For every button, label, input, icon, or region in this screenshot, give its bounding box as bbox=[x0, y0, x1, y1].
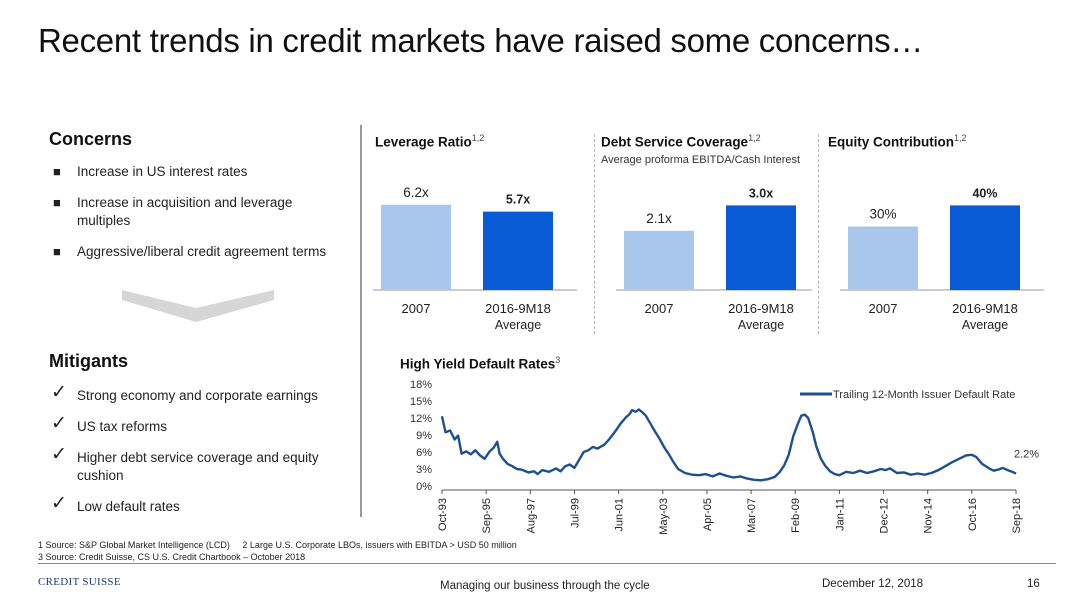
chart-divider bbox=[594, 134, 595, 334]
concerns-heading: Concerns bbox=[49, 129, 133, 149]
list-item: ✓ US tax reforms bbox=[49, 413, 339, 436]
bar bbox=[726, 205, 796, 290]
leverage-chart-title: Leverage Ratio1,2 bbox=[375, 133, 485, 150]
category-label: 2007 bbox=[645, 301, 674, 316]
series-end-label: 2.2% bbox=[1014, 449, 1039, 461]
y-tick-label: 18% bbox=[410, 379, 432, 391]
x-tick-label: Nov-14 bbox=[923, 498, 935, 533]
x-tick-label: Aug-97 bbox=[525, 498, 537, 533]
bar bbox=[381, 204, 451, 290]
bar-value-label: 6.2x bbox=[403, 185, 429, 200]
bar bbox=[624, 230, 694, 290]
category-label: 2007 bbox=[402, 301, 431, 316]
chart-divider bbox=[818, 134, 819, 334]
list-item-text: Aggressive/liberal credit agreement term… bbox=[77, 244, 327, 259]
category-label: 2007 bbox=[869, 301, 898, 316]
check-icon: ✓ bbox=[51, 413, 67, 434]
square-bullet-icon: ■ bbox=[53, 164, 61, 179]
equity-chart-title: Equity Contribution1,2 bbox=[828, 133, 967, 150]
category-sublabel: Average bbox=[738, 318, 784, 332]
bar bbox=[950, 205, 1020, 290]
x-tick-label: Mar-07 bbox=[746, 498, 758, 533]
x-tick-label: Oct-93 bbox=[437, 498, 449, 531]
x-tick-label: Feb-09 bbox=[790, 498, 802, 533]
x-tick-label: Apr-05 bbox=[702, 498, 714, 531]
footnote-line: 3 Source: Credit Suisse, CS U.S. Credit … bbox=[38, 552, 306, 562]
bar-value-label: 3.0x bbox=[749, 186, 773, 200]
y-tick-label: 15% bbox=[410, 396, 432, 408]
x-tick-label: Oct-16 bbox=[967, 498, 979, 531]
category-sublabel: Average bbox=[962, 318, 1008, 332]
x-tick-label: Jan-11 bbox=[834, 498, 846, 531]
legend-label: Trailing 12-Month Issuer Default Rate bbox=[833, 389, 1015, 401]
x-tick-label: Jun-01 bbox=[614, 498, 626, 532]
check-icon: ✓ bbox=[51, 493, 67, 514]
category-label: 2016-9M18 bbox=[485, 301, 551, 316]
check-icon: ✓ bbox=[51, 382, 67, 403]
x-tick-label: Jul-99 bbox=[569, 498, 581, 528]
square-bullet-icon: ■ bbox=[53, 244, 61, 259]
bar-value-label: 40% bbox=[972, 186, 997, 200]
y-tick-label: 0% bbox=[416, 481, 432, 493]
y-tick-label: 3% bbox=[416, 464, 432, 476]
coverage-chart-subtitle: Average proforma EBITDA/Cash Interest bbox=[601, 154, 801, 166]
list-item-text: US tax reforms bbox=[77, 419, 168, 434]
credit-suisse-logo: CREDIT SUISSE bbox=[38, 576, 121, 588]
default-rate-series-line bbox=[440, 408, 1017, 482]
page-number: 16 bbox=[1027, 578, 1040, 590]
default-rates-chart: 0% 3% 6% 9% 12% 15% 18% Oct-93 Sep-95 Aug-97 Jul-9… bbox=[410, 379, 1039, 535]
mitigants-heading: Mitigants bbox=[49, 351, 128, 371]
chevron-down-icon bbox=[122, 290, 274, 322]
debt-service-coverage-chart: 2.1x 2007 3.0x 2016-9M18 Average bbox=[616, 186, 812, 332]
equity-contribution-chart: 30% 2007 40% 2016-9M18 Average bbox=[840, 186, 1044, 332]
list-item-text: Higher debt service coverage and equity … bbox=[77, 450, 319, 483]
list-item: ✓ Higher debt service coverage and equity… bbox=[49, 444, 339, 485]
category-label: 2016-9M18 bbox=[728, 301, 794, 316]
bar bbox=[483, 211, 553, 290]
y-tick-label: 6% bbox=[416, 447, 432, 459]
coverage-chart-title: Debt Service Coverage1,2 bbox=[601, 133, 761, 150]
list-item: ■ Increase in acquisition and leverage mu… bbox=[49, 194, 339, 230]
x-tick-label: May-03 bbox=[658, 498, 670, 535]
footer-divider bbox=[38, 563, 1056, 564]
list-item-text: Low default rates bbox=[77, 499, 180, 514]
bar-value-label: 30% bbox=[869, 207, 896, 222]
category-sublabel: Average bbox=[495, 318, 541, 332]
square-bullet-icon: ■ bbox=[53, 195, 61, 210]
footer-date: December 12, 2018 bbox=[822, 578, 924, 590]
list-item-text: Increase in US interest rates bbox=[77, 164, 248, 179]
mitigants-list: ✓ Strong economy and corporate earnings ✓… bbox=[49, 382, 339, 516]
bar-value-label: 5.7x bbox=[506, 193, 530, 207]
list-item-text: Increase in acquisition and leverage mul… bbox=[77, 195, 293, 228]
concerns-list: ■ Increase in US interest rates ■ Increase… bbox=[49, 163, 339, 261]
bar-value-label: 2.1x bbox=[646, 211, 672, 226]
bar bbox=[848, 226, 918, 290]
footnotes: 1 Source: S&P Global Market Intelligence… bbox=[38, 539, 517, 563]
list-item: ■ Aggressive/liberal credit agreement ter… bbox=[49, 243, 339, 261]
default-rates-chart-title: High Yield Default Rates3 bbox=[400, 355, 561, 372]
list-item: ■ Increase in US interest rates bbox=[49, 163, 339, 181]
list-item: ✓ Strong economy and corporate earnings bbox=[49, 382, 339, 405]
page-title: Recent trends in credit markets have rai… bbox=[38, 22, 923, 59]
x-tick-label: Dec-12 bbox=[879, 498, 891, 533]
section-divider bbox=[360, 125, 362, 517]
category-label: 2016-9M18 bbox=[952, 301, 1018, 316]
x-tick-label: Sep-18 bbox=[1011, 498, 1023, 533]
list-item-text: Strong economy and corporate earnings bbox=[77, 388, 318, 403]
footer-caption: Managing our business through the cycle bbox=[440, 580, 650, 592]
check-icon: ✓ bbox=[51, 444, 67, 465]
leverage-ratio-chart: 6.2x 2007 5.7x 2016-9M18 Average bbox=[373, 185, 577, 332]
footnote-line: 1 Source: S&P Global Market Intelligence… bbox=[38, 540, 517, 550]
y-tick-label: 12% bbox=[410, 413, 432, 425]
x-tick-label: Sep-95 bbox=[481, 498, 493, 533]
list-item: ✓ Low default rates bbox=[49, 493, 339, 516]
y-tick-label: 9% bbox=[416, 430, 432, 442]
